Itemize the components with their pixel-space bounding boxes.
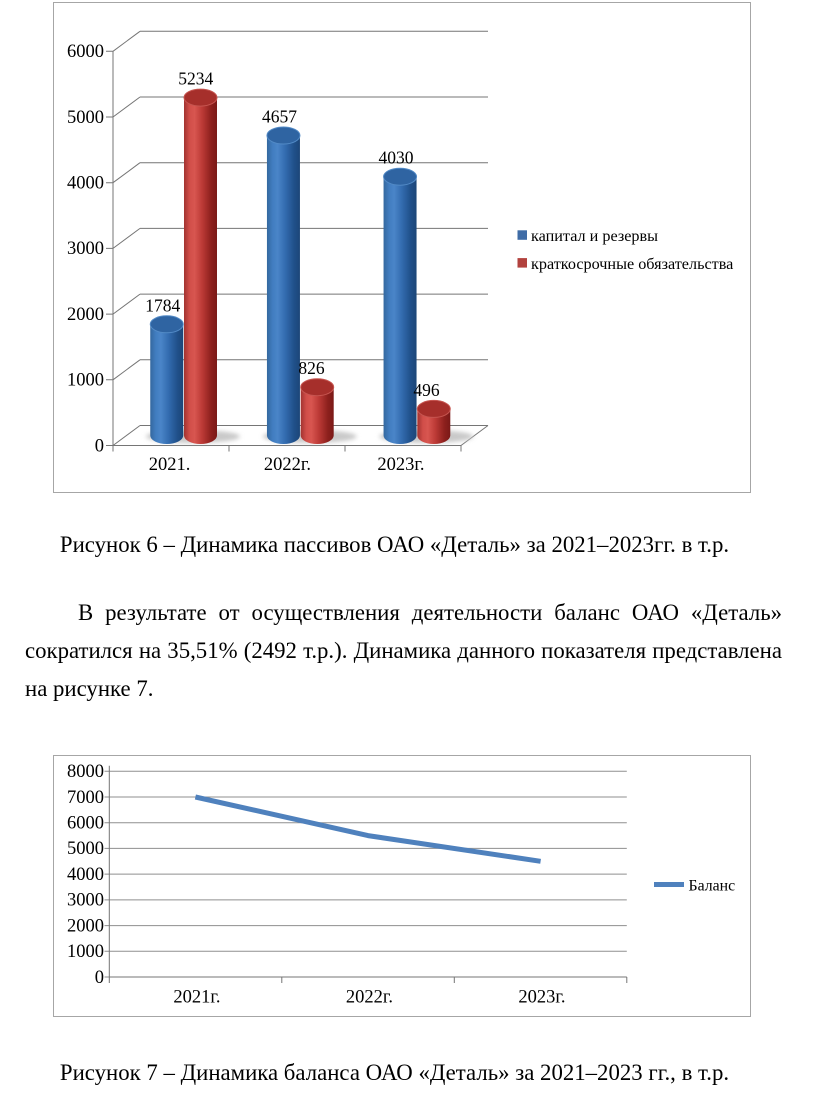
- svg-text:0: 0: [95, 968, 104, 988]
- svg-text:0: 0: [95, 436, 104, 456]
- svg-text:1784: 1784: [145, 295, 180, 315]
- svg-text:3000: 3000: [67, 239, 104, 259]
- svg-text:1000: 1000: [67, 942, 104, 962]
- svg-text:2000: 2000: [67, 305, 104, 325]
- svg-text:2021г.: 2021г.: [173, 988, 220, 1008]
- svg-text:2023г.: 2023г.: [518, 988, 565, 1008]
- svg-text:2022г.: 2022г.: [346, 988, 393, 1008]
- svg-text:4030: 4030: [379, 148, 414, 168]
- svg-text:2023г.: 2023г.: [377, 455, 424, 475]
- svg-text:5000: 5000: [67, 108, 104, 128]
- svg-text:6000: 6000: [67, 814, 104, 834]
- svg-text:2021.: 2021.: [149, 455, 191, 475]
- svg-text:5234: 5234: [178, 69, 213, 89]
- svg-text:4000: 4000: [67, 865, 104, 885]
- svg-text:краткосрочные обязательства: краткосрочные обязательства: [531, 255, 733, 273]
- svg-text:2000: 2000: [67, 916, 104, 936]
- svg-text:496: 496: [413, 380, 440, 400]
- svg-text:капитал и резервы: капитал и резервы: [531, 227, 658, 245]
- svg-text:8000: 8000: [67, 762, 104, 782]
- svg-text:1000: 1000: [67, 371, 104, 391]
- svg-text:Баланс: Баланс: [689, 877, 736, 894]
- svg-text:4000: 4000: [67, 174, 104, 194]
- svg-text:826: 826: [298, 358, 325, 378]
- svg-text:3000: 3000: [67, 891, 104, 911]
- svg-text:4657: 4657: [262, 107, 297, 127]
- svg-text:5000: 5000: [67, 839, 104, 859]
- svg-text:2022г.: 2022г.: [264, 455, 311, 475]
- svg-text:7000: 7000: [67, 788, 104, 808]
- svg-text:6000: 6000: [67, 42, 104, 62]
